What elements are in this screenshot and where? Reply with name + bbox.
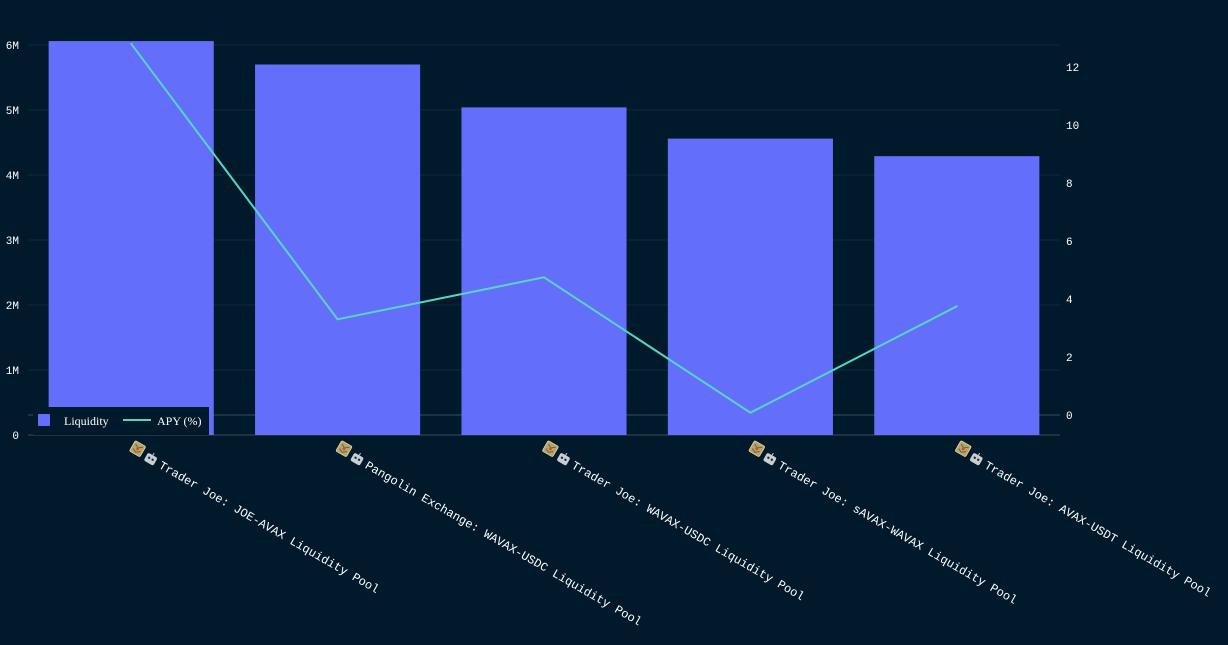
map-icon	[129, 440, 146, 457]
map-icon	[335, 440, 353, 457]
x-tick: Trader Joe: AVAX-USDT Liquidity Pool	[955, 440, 1214, 601]
y-right-tick-label: 4	[1066, 295, 1073, 307]
apy-line-layer	[130, 42, 958, 414]
y-left-tick-label: 3M	[6, 236, 19, 248]
x-tick: Trader Joe: JOE-AVAX Liquidity Pool	[129, 440, 381, 597]
robot-icon	[969, 452, 983, 466]
robot-icon	[763, 452, 777, 466]
legend-item-liquidity[interactable]: Liquidity	[38, 414, 109, 428]
legend-label-apy: APY (%)	[157, 414, 202, 428]
y-left-tick-label: 2M	[6, 301, 19, 313]
legend[interactable]: Liquidity APY (%)	[33, 407, 209, 435]
x-tick-label: Trader Joe: AVAX-USDT Liquidity Pool	[982, 459, 1214, 601]
legend-swatch-liquidity	[38, 414, 50, 426]
y-left-tick-label: 6M	[6, 41, 19, 53]
point-apy	[130, 42, 133, 45]
y-right-tick-label: 0	[1066, 411, 1073, 423]
bars	[48, 41, 1040, 436]
legend-item-apy[interactable]: APY (%)	[123, 414, 202, 428]
point-apy	[336, 318, 339, 321]
y-axis-right: 0 2 4 6 8 10 12	[1066, 63, 1079, 423]
robot-icon	[557, 452, 570, 466]
y-right-tick-label: 2	[1066, 353, 1073, 365]
y-right-tick-label: 6	[1066, 237, 1073, 249]
bar-liquidity	[48, 41, 214, 435]
legend-label-liquidity: Liquidity	[64, 414, 109, 428]
robot-icon	[144, 452, 157, 466]
y-left-tick-label: 0	[12, 431, 19, 443]
x-axis: Trader Joe: JOE-AVAX Liquidity PoolPango…	[129, 440, 1214, 629]
point-apy	[955, 305, 958, 308]
y-right-tick-label: 8	[1066, 179, 1073, 191]
y-right-tick-label: 12	[1066, 63, 1079, 75]
point-apy	[749, 411, 752, 414]
bar-liquidity	[461, 107, 627, 436]
y-left-tick-label: 5M	[6, 106, 19, 118]
bar-liquidity	[255, 64, 421, 435]
map-icon	[955, 440, 972, 457]
bar-liquidity	[874, 156, 1040, 435]
x-tick-label: Trader Joe: sAVAX-WAVAX Liquidity Pool	[775, 459, 1019, 608]
y-axis-left: 0 1M 2M 3M 4M 5M 6M	[6, 41, 19, 443]
point-apy	[543, 276, 545, 279]
y-right-tick-label: 10	[1066, 121, 1079, 133]
map-icon	[748, 440, 765, 457]
x-tick-label: Trader Joe: JOE-AVAX Liquidity Pool	[156, 459, 381, 597]
map-icon	[542, 440, 559, 457]
y-left-tick-label: 4M	[6, 171, 19, 183]
robot-icon	[350, 452, 364, 466]
x-tick: Pangolin Exchange: WAVAX-USDC Liquidity …	[335, 440, 644, 629]
x-tick-label: Trader Joe: WAVAX-USDC Liquidity Pool	[569, 459, 807, 604]
bar-liquidity	[667, 138, 833, 435]
legend-background	[33, 407, 209, 435]
y-left-tick-label: 1M	[6, 366, 19, 378]
